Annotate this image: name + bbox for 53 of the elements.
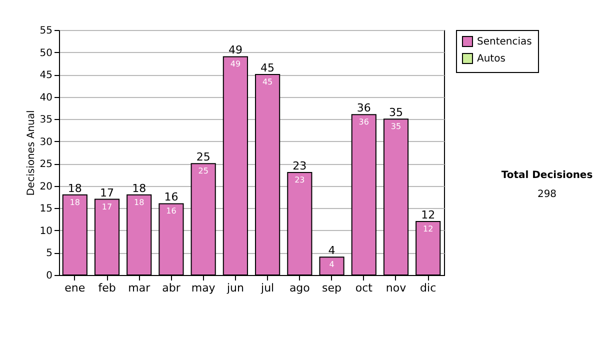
x-tick-label: ago xyxy=(289,282,310,294)
y-tick-label: 30 xyxy=(40,136,52,148)
total-label: 12 xyxy=(421,208,436,222)
data-label: 16 xyxy=(166,206,176,216)
total-label: 4 xyxy=(328,244,336,258)
data-label: 23 xyxy=(294,176,305,185)
x-tick-label: oct xyxy=(355,282,374,294)
x-tick-label: may xyxy=(191,282,216,294)
y-tick-label: 10 xyxy=(40,226,52,237)
data-label: 18 xyxy=(70,198,80,207)
x-tick-label: dic xyxy=(420,282,436,294)
y-tick-label: 40 xyxy=(40,92,52,104)
y-tick-label: 25 xyxy=(40,159,52,170)
total-label: 35 xyxy=(388,106,403,120)
y-tick-label: 50 xyxy=(40,48,52,59)
y-tick-label: 15 xyxy=(40,204,52,215)
data-label: 36 xyxy=(358,118,369,127)
x-tick-label: sep xyxy=(322,282,342,294)
total-label: 36 xyxy=(356,102,371,115)
total-label: 16 xyxy=(164,190,178,204)
y-axis-title: Decisiones Anual xyxy=(26,110,37,196)
data-label: 25 xyxy=(198,166,208,176)
y-tick-label: 45 xyxy=(40,70,52,82)
data-label: 4 xyxy=(329,260,334,270)
data-label: 45 xyxy=(262,78,273,87)
data-label: 18 xyxy=(134,198,144,207)
total-label: 17 xyxy=(100,186,114,200)
x-tick-label: jul xyxy=(260,282,274,294)
y-tick-label: 0 xyxy=(46,270,52,282)
total-label: 45 xyxy=(260,62,275,75)
total-label: 23 xyxy=(292,160,307,173)
total-label: 18 xyxy=(68,182,82,195)
data-label: 35 xyxy=(390,122,402,132)
x-tick-label: feb xyxy=(98,282,116,294)
x-tick-label: nov xyxy=(386,282,407,294)
y-tick-label: 5 xyxy=(46,248,52,260)
data-label: 49 xyxy=(230,60,241,69)
text: Total Decisiones xyxy=(500,170,594,181)
text: 298 xyxy=(536,189,558,200)
x-tick-label: jun xyxy=(226,282,244,294)
x-tick-label: mar xyxy=(128,282,151,294)
data-label: 12 xyxy=(423,224,434,234)
legend-label: Autos xyxy=(477,54,506,64)
total-label: 18 xyxy=(132,182,146,195)
data-label: 17 xyxy=(102,202,112,212)
y-tick-label: 55 xyxy=(40,26,52,36)
x-tick-label: abr xyxy=(162,282,181,294)
x-tick-label: ene xyxy=(64,282,86,294)
total-label: 25 xyxy=(196,150,210,164)
total-label: 49 xyxy=(228,44,242,57)
legend-label: Sentencias xyxy=(477,36,532,48)
y-tick-label: 35 xyxy=(40,114,52,126)
y-tick-label: 20 xyxy=(40,181,52,192)
